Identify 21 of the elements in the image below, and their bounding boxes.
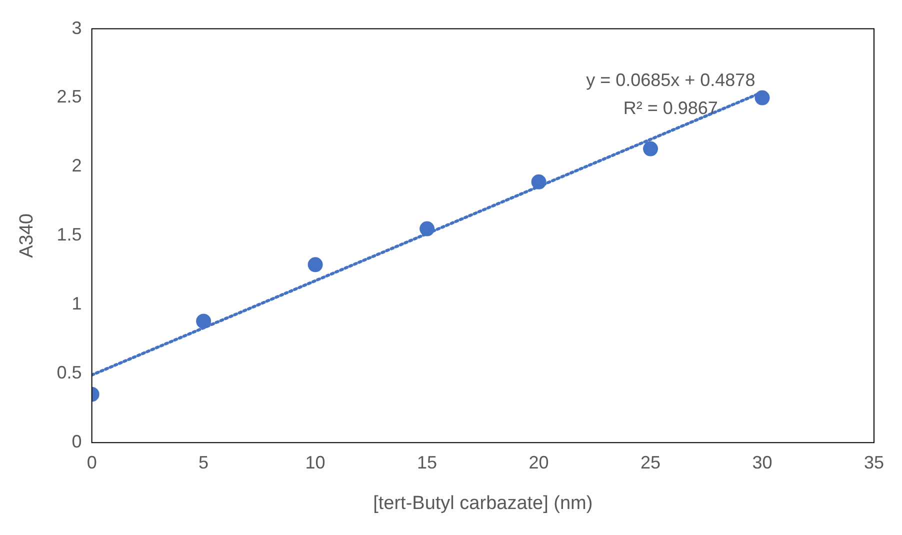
annotation: R² = 0.9867: [623, 98, 718, 118]
x-tick-label: 0: [86, 452, 97, 472]
y-tick-label: 3: [72, 18, 82, 38]
annotation: y = 0.0685x + 0.4878: [586, 70, 756, 90]
x-tick-label: 30: [752, 452, 772, 472]
x-tick-label: 25: [640, 452, 661, 472]
point: [643, 141, 658, 156]
x-tick-label: 20: [528, 452, 549, 472]
y-tick-label: 0.5: [56, 362, 82, 383]
x-tick-label: 15: [417, 452, 438, 472]
y-tick-label: 1: [72, 294, 82, 314]
y-tick-label: 2.5: [56, 86, 82, 107]
point: [308, 257, 323, 272]
x-axis-title: [tert-Butyl carbazate] (nm): [373, 492, 593, 514]
x-tick-label: 5: [198, 452, 209, 472]
x-tick-label: 10: [305, 452, 326, 472]
y-tick-label: 2: [72, 156, 82, 176]
y-axis-title: A340: [16, 214, 38, 258]
y-tick-label: 0: [72, 432, 82, 452]
x-tick-label: 35: [864, 452, 884, 472]
y-tick-label: 1.5: [56, 224, 82, 245]
